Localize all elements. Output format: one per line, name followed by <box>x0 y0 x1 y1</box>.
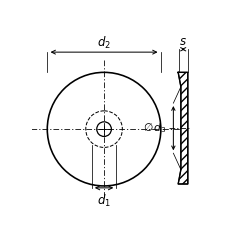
Text: $s$: $s$ <box>179 35 187 48</box>
Text: $\emptyset\,d_3$: $\emptyset\,d_3$ <box>143 121 167 135</box>
Text: $d_1$: $d_1$ <box>97 193 111 209</box>
Polygon shape <box>178 72 188 184</box>
Text: $d_2$: $d_2$ <box>97 34 111 50</box>
